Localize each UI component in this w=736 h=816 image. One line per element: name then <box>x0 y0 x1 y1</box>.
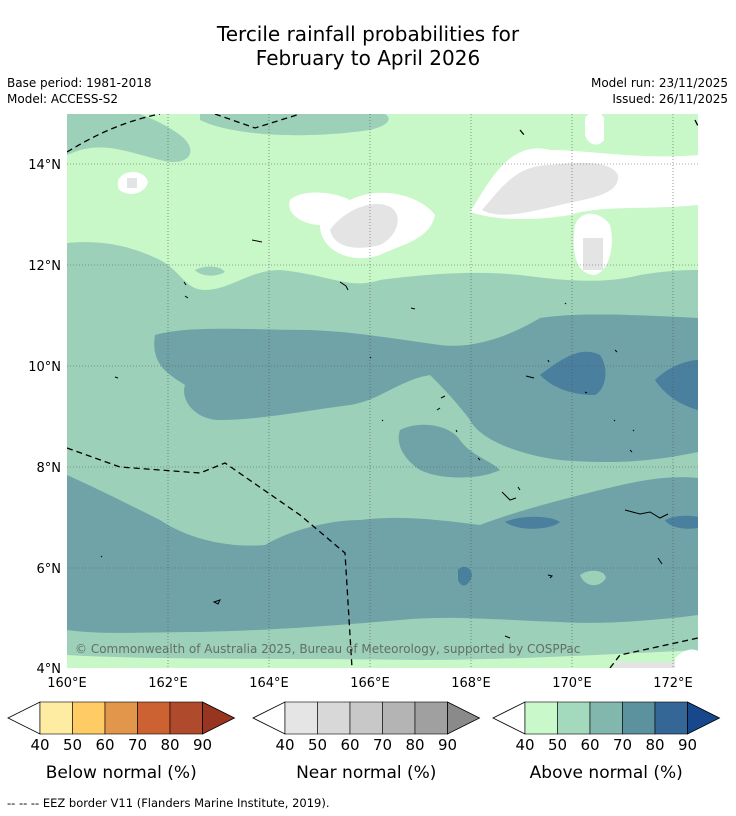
region-white-bottom <box>675 649 698 668</box>
lat-label: 10°N <box>28 360 61 375</box>
colorbar-tick: 40 <box>275 736 294 754</box>
colorbar-label: Near normal (%) <box>296 763 436 783</box>
region-near-dot-2 <box>583 238 603 270</box>
colorbar-label: Above normal (%) <box>530 763 683 783</box>
title-line-2: February to April 2026 <box>255 46 481 70</box>
region-white-dot-3 <box>585 114 604 145</box>
colorbar-tick: 50 <box>548 736 567 754</box>
region-above-60-blob <box>195 266 225 276</box>
region-above-50-bottom <box>67 650 698 668</box>
region-above-80-b <box>655 360 698 410</box>
colorbar-tick: 70 <box>613 736 632 754</box>
colorbar-cell <box>169 701 203 735</box>
colorbar-cell <box>349 701 383 735</box>
region-above-70-mid <box>398 424 500 478</box>
region-above-60-small <box>580 570 606 586</box>
colorbar-tick: 50 <box>308 736 327 754</box>
meta-left: Base period: 1981-2018 Model: ACCESS-S2 <box>7 75 152 107</box>
colorbar-below: 40 50 60 70 80 90 Below normal (%) <box>7 701 236 783</box>
colorbar-tick: 60 <box>95 736 114 754</box>
colorbar-cell <box>622 701 656 735</box>
colorbar-tick: 90 <box>678 736 697 754</box>
region-above-60-top-left <box>67 114 191 162</box>
colorbar-cell <box>557 701 591 735</box>
lat-label: 14°N <box>28 158 61 173</box>
base-period: Base period: 1981-2018 <box>7 76 152 90</box>
map-title: Tercile rainfall probabilities for Febru… <box>0 22 736 70</box>
lat-label: 8°N <box>37 461 62 476</box>
colorbar-over-triangle <box>687 701 721 735</box>
region-above-60-top-right <box>200 114 389 136</box>
region-above-70-lower <box>67 475 698 633</box>
copyright-text: © Commonwealth of Australia 2025, Bureau… <box>75 642 580 656</box>
lon-label: 162°E <box>148 676 188 691</box>
colorbar-cell <box>104 701 138 735</box>
title-line-1: Tercile rainfall probabilities for <box>216 22 520 46</box>
colorbar-cell <box>524 701 558 735</box>
islands <box>100 239 669 639</box>
lat-labels: 14°N 12°N 10°N 8°N 6°N 4°N <box>28 158 61 677</box>
lon-label: 164°E <box>249 676 289 691</box>
colorbar-tick: 60 <box>580 736 599 754</box>
colorbar-tick: 70 <box>373 736 392 754</box>
colorbar-label: Below normal (%) <box>46 763 197 783</box>
lat-label: 4°N <box>37 662 62 677</box>
colorbar-tick: 70 <box>128 736 147 754</box>
colorbar-under-triangle <box>492 701 526 735</box>
lon-label: 168°E <box>451 676 491 691</box>
region-above-80-a <box>540 351 606 395</box>
issued-date: Issued: 26/11/2025 <box>612 92 728 106</box>
lat-label: 12°N <box>28 259 61 274</box>
region-near-top <box>330 204 398 248</box>
colorbar-tick: 60 <box>340 736 359 754</box>
meta-right: Model run: 23/11/2025 Issued: 26/11/2025 <box>591 75 728 107</box>
model-run: Model run: 23/11/2025 <box>590 76 728 90</box>
colorbar-over-triangle <box>447 701 481 735</box>
colorbar-cell <box>284 701 318 735</box>
colorbar-tick: 80 <box>405 736 424 754</box>
region-near-right <box>482 162 619 215</box>
lon-label: 172°E <box>653 676 693 691</box>
lon-label: 166°E <box>350 676 390 691</box>
colorbar-under-triangle <box>7 701 41 735</box>
colorbar-over-triangle <box>202 701 236 735</box>
colorbar-cell <box>589 701 623 735</box>
colorbar-tick: 90 <box>438 736 457 754</box>
colorbar-tick: 80 <box>645 736 664 754</box>
colorbar-cell <box>72 701 106 735</box>
colorbar-tick: 40 <box>515 736 534 754</box>
lon-label: 170°E <box>552 676 592 691</box>
probability-map: © Commonwealth of Australia 2025, Bureau… <box>67 114 698 668</box>
region-near-dot-1 <box>127 178 137 188</box>
colorbar-cell <box>414 701 448 735</box>
region-above-80-c <box>505 516 560 529</box>
colorbar-cell <box>39 701 73 735</box>
lon-label: 160°E <box>47 676 87 691</box>
footnote: -- -- -- EEZ border V11 (Flanders Marine… <box>7 796 330 810</box>
lon-labels: 160°E 162°E 164°E 166°E 168°E 170°E 172°… <box>47 676 693 691</box>
colorbar-tick: 80 <box>160 736 179 754</box>
lat-label: 6°N <box>37 562 62 577</box>
region-above-80-e <box>458 566 472 586</box>
eez-borders <box>67 114 698 668</box>
colorbars: 40 50 60 70 80 90 Below normal (%) 40 50 60 70 80 90… <box>7 701 721 783</box>
colorbar-cell <box>382 701 416 735</box>
colorbar-tick: 50 <box>63 736 82 754</box>
gridlines <box>67 114 698 668</box>
colorbar-above: 40 50 60 70 80 90 Above normal (%) <box>492 701 721 783</box>
colorbar-tick: 40 <box>30 736 49 754</box>
colorbar-tick: 90 <box>193 736 212 754</box>
region-above-70 <box>154 314 698 463</box>
colorbar-cell <box>137 701 171 735</box>
colorbar-under-triangle <box>252 701 286 735</box>
model-name: Model: ACCESS-S2 <box>7 92 119 106</box>
colorbar-cell <box>317 701 351 735</box>
colorbar-cell <box>654 701 688 735</box>
